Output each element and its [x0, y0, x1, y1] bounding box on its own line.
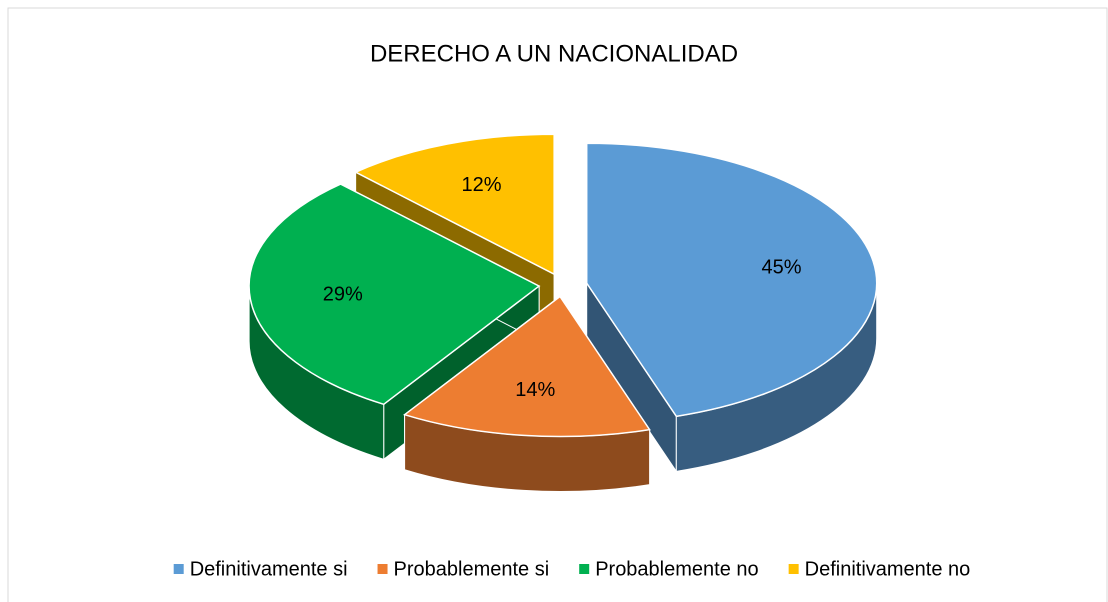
legend-swatch — [788, 564, 799, 574]
slice-top — [248, 183, 541, 406]
legend-label: Definitivamente si — [190, 558, 348, 580]
data-label: 29% — [323, 283, 363, 305]
chart-title: DERECHO A UN NACIONALIDAD — [370, 40, 738, 67]
legend-label: Definitivamente no — [805, 558, 971, 580]
pie-slice: 45% — [585, 142, 878, 473]
legend-label: Probablemente no — [595, 558, 758, 580]
legend-swatch — [173, 564, 184, 574]
data-label: 14% — [515, 379, 555, 401]
slice-top — [585, 142, 878, 418]
data-label: 12% — [462, 174, 502, 196]
slice-top — [402, 295, 651, 438]
legend-label: Probablemente si — [394, 558, 550, 580]
legend-swatch — [579, 564, 590, 574]
data-label: 45% — [761, 257, 801, 279]
pie-slice: 14% — [402, 294, 651, 492]
legend-swatch — [377, 564, 388, 574]
slice-top — [353, 133, 555, 276]
